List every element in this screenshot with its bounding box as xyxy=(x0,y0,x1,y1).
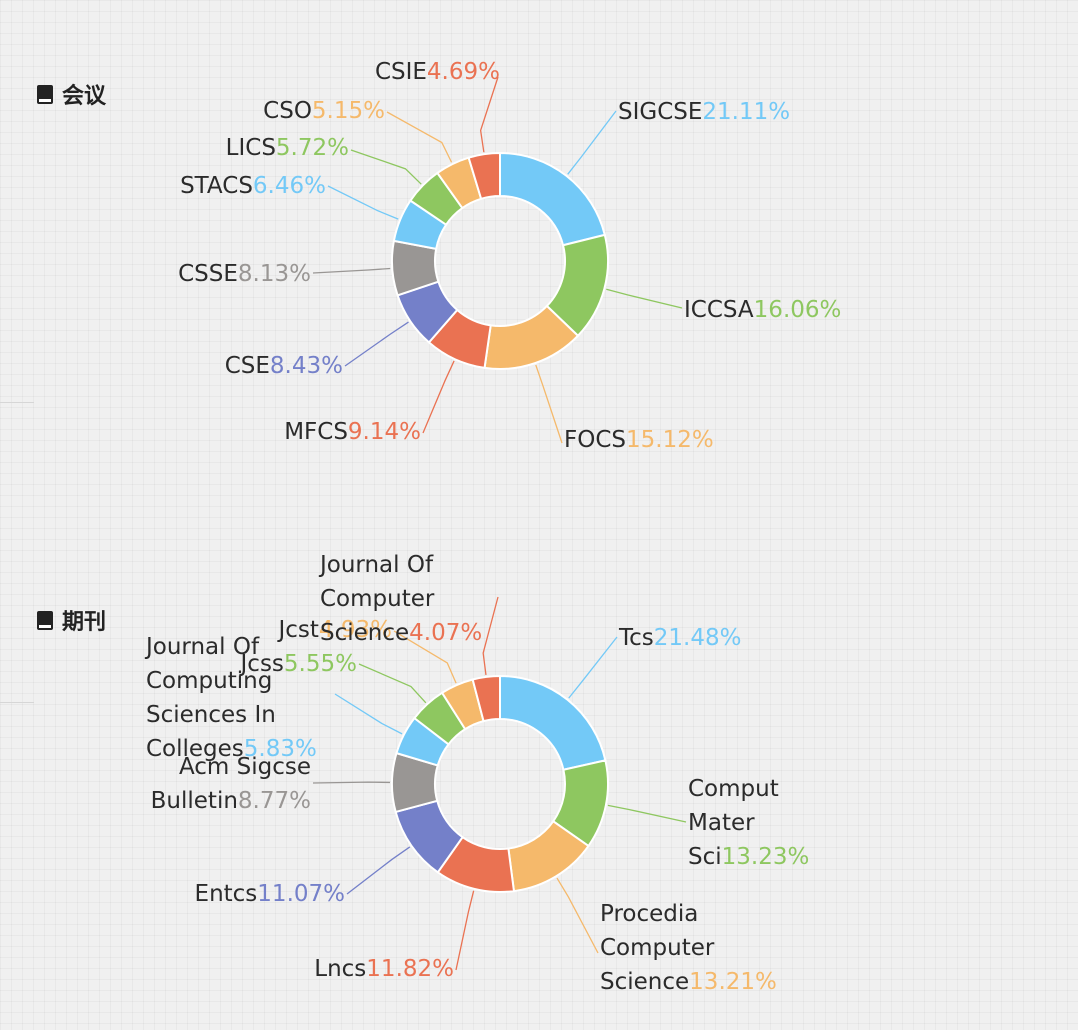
book-icon xyxy=(36,84,54,105)
label-acm-sigcse-bulletin: Acm Sigcse Bulletin8.77% xyxy=(151,754,311,814)
leader-line xyxy=(606,288,683,309)
leader-line xyxy=(346,846,411,895)
label-cse: CSE8.43% xyxy=(225,353,343,379)
slice-csie[interactable] xyxy=(467,151,501,201)
section-title-text: 期刊 xyxy=(62,610,107,635)
leader-line xyxy=(334,693,403,735)
leader-line xyxy=(327,185,399,220)
section-title-conferences: 会议 xyxy=(36,78,106,110)
label-entcs: Entcs11.07% xyxy=(195,881,345,907)
conference-donut-chart: SIGCSE21.11% ICCSA16.06% FOCS15.12% MFCS9.1… xyxy=(178,59,841,453)
leader-line xyxy=(455,890,475,971)
leader-line xyxy=(482,596,499,675)
journal-donut-chart: Tcs21.48% Comput Mater Sci13.23% Procedia Com… xyxy=(144,552,809,995)
label-csse: CSSE8.13% xyxy=(178,261,311,287)
leader-line xyxy=(312,267,391,274)
leader-line xyxy=(422,360,455,434)
label-focs: FOCS15.12% xyxy=(564,427,714,453)
section-title-text: 会议 xyxy=(62,84,107,109)
divider xyxy=(0,702,34,703)
slice-journal-of-computer-science[interactable] xyxy=(471,674,501,723)
leader-line xyxy=(350,149,422,185)
leader-line xyxy=(479,76,499,153)
label-procedia-computer-science: Procedia Computer Science13.21% xyxy=(600,901,777,995)
section-title-journals: 期刊 xyxy=(36,604,106,636)
leader-line xyxy=(556,877,599,954)
label-journal-of-computer-science: Journal Of Computer Science4.07% xyxy=(318,552,482,646)
label-mfcs: MFCS9.14% xyxy=(284,419,421,445)
label-jcst: Jcst4.93% xyxy=(276,617,392,643)
label-comput-mater-sci: Comput Mater Sci13.23% xyxy=(688,776,809,870)
leader-line xyxy=(535,364,563,444)
label-cso: CSO5.15% xyxy=(263,98,385,124)
label-journal-of-computing-sciences-in-colleges: Journal Of Computing Sciences In Colleges5.… xyxy=(144,634,317,762)
label-lics: LICS5.72% xyxy=(226,135,349,161)
leader-line xyxy=(567,110,617,175)
slice-sigcse[interactable] xyxy=(499,151,607,247)
leader-line xyxy=(393,630,457,684)
leader-line xyxy=(358,663,427,704)
slice-tcs[interactable] xyxy=(499,674,607,771)
leader-line xyxy=(312,781,391,784)
label-tcs: Tcs21.48% xyxy=(618,625,741,651)
book-icon xyxy=(36,610,54,631)
leader-line xyxy=(386,111,453,163)
leader-line xyxy=(568,636,618,699)
leader-line xyxy=(344,321,409,367)
label-iccsa: ICCSA16.06% xyxy=(684,297,841,323)
label-stacs: STACS6.46% xyxy=(180,173,326,199)
label-lncs: Lncs11.82% xyxy=(314,956,454,982)
divider xyxy=(0,402,34,403)
label-csie: CSIE4.69% xyxy=(375,59,500,85)
leader-line xyxy=(607,804,687,823)
label-jcss: Jcss5.55% xyxy=(239,651,357,677)
label-sigcse: SIGCSE21.11% xyxy=(618,99,790,125)
